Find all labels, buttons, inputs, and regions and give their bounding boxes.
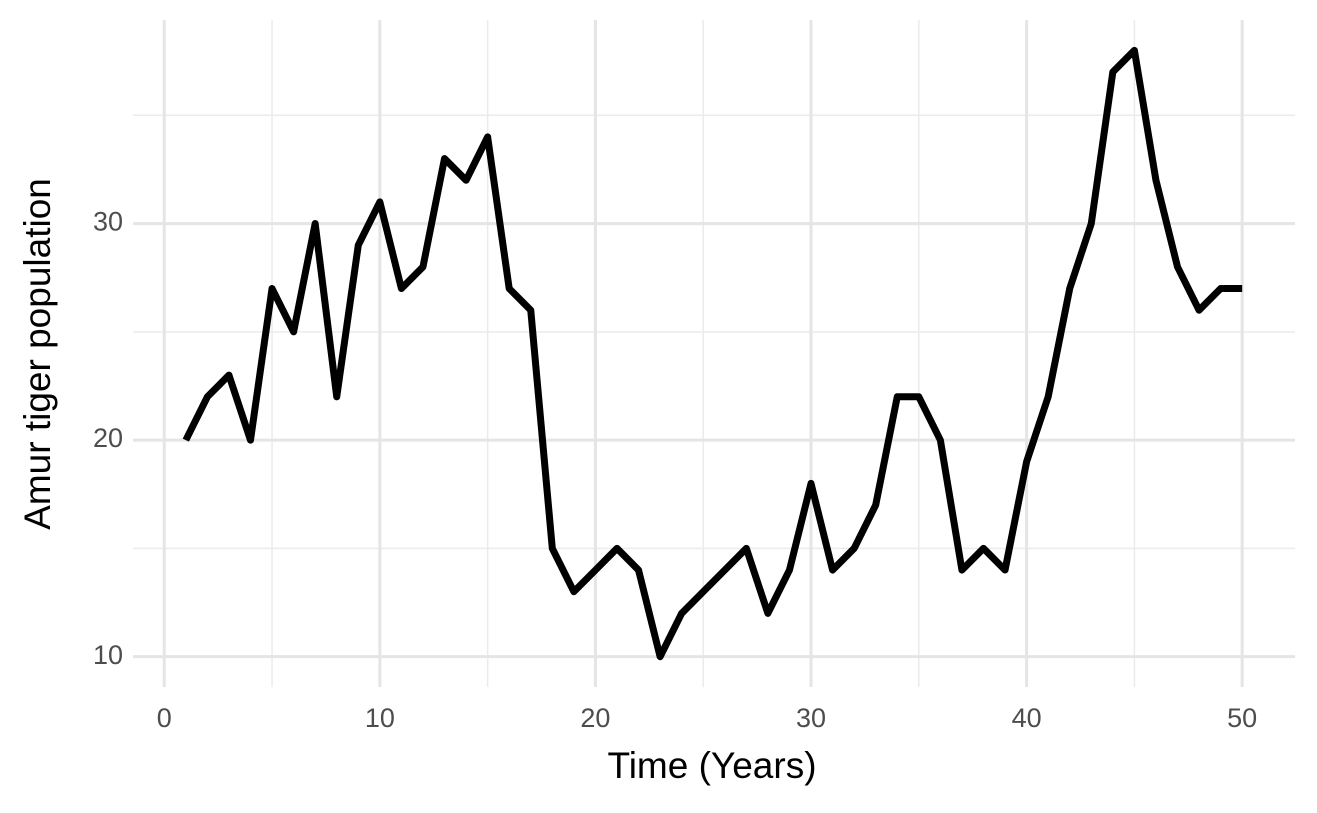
- x-tick-label: 20: [580, 703, 610, 733]
- x-tick-label: 30: [796, 703, 826, 733]
- y-axis-title: Amur tiger population: [17, 178, 58, 530]
- y-tick-label: 20: [93, 423, 123, 453]
- y-tick-label: 10: [93, 640, 123, 670]
- x-tick-label: 50: [1227, 703, 1257, 733]
- x-tick-label: 0: [157, 703, 172, 733]
- x-tick-label: 40: [1012, 703, 1042, 733]
- line: [182, 46, 1243, 661]
- x-tick-label: 10: [365, 703, 395, 733]
- y-tick-label: 30: [93, 207, 123, 237]
- x-axis-title: Time (Years): [607, 745, 816, 786]
